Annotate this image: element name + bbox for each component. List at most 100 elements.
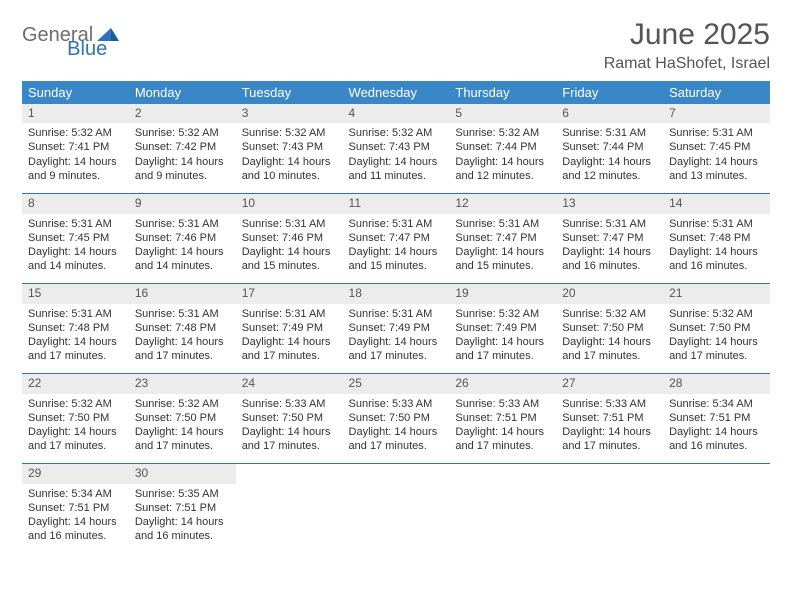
daylight-text: Daylight: 14 hours and 16 minutes. <box>669 425 764 454</box>
day-number: 12 <box>449 194 556 214</box>
day-number: 1 <box>22 104 129 124</box>
daylight-text: Daylight: 14 hours and 17 minutes. <box>242 425 337 454</box>
day-number: 2 <box>129 104 236 124</box>
day-number: 9 <box>129 194 236 214</box>
calendar-cell: 6Sunrise: 5:31 AMSunset: 7:44 PMDaylight… <box>556 104 663 194</box>
sunset-text: Sunset: 7:50 PM <box>28 411 123 425</box>
sunrise-text: Sunrise: 5:32 AM <box>455 126 550 140</box>
day-details: Sunrise: 5:33 AMSunset: 7:50 PMDaylight:… <box>343 394 450 460</box>
daylight-text: Daylight: 14 hours and 17 minutes. <box>28 425 123 454</box>
daylight-text: Daylight: 14 hours and 14 minutes. <box>28 245 123 274</box>
sunset-text: Sunset: 7:44 PM <box>455 140 550 154</box>
daylight-text: Daylight: 14 hours and 17 minutes. <box>242 335 337 364</box>
sunrise-text: Sunrise: 5:33 AM <box>455 397 550 411</box>
calendar-cell: 5Sunrise: 5:32 AMSunset: 7:44 PMDaylight… <box>449 104 556 194</box>
day-number: 26 <box>449 374 556 394</box>
daylight-text: Daylight: 14 hours and 15 minutes. <box>455 245 550 274</box>
daylight-text: Daylight: 14 hours and 15 minutes. <box>349 245 444 274</box>
sunset-text: Sunset: 7:48 PM <box>28 321 123 335</box>
day-details: Sunrise: 5:31 AMSunset: 7:47 PMDaylight:… <box>556 214 663 280</box>
sunrise-text: Sunrise: 5:32 AM <box>242 126 337 140</box>
day-number: 4 <box>343 104 450 124</box>
day-details: Sunrise: 5:33 AMSunset: 7:51 PMDaylight:… <box>449 394 556 460</box>
location-label: Ramat HaShofet, Israel <box>604 55 770 73</box>
calendar-cell: 30Sunrise: 5:35 AMSunset: 7:51 PMDayligh… <box>129 464 236 554</box>
title-block: June 2025 Ramat HaShofet, Israel <box>604 18 770 73</box>
sunset-text: Sunset: 7:42 PM <box>135 140 230 154</box>
daylight-text: Daylight: 14 hours and 17 minutes. <box>349 425 444 454</box>
calendar-cell: 14Sunrise: 5:31 AMSunset: 7:48 PMDayligh… <box>663 194 770 284</box>
day-number: 18 <box>343 284 450 304</box>
calendar-cell: 18Sunrise: 5:31 AMSunset: 7:49 PMDayligh… <box>343 284 450 374</box>
day-number: 5 <box>449 104 556 124</box>
daylight-text: Daylight: 14 hours and 15 minutes. <box>242 245 337 274</box>
daylight-text: Daylight: 14 hours and 16 minutes. <box>562 245 657 274</box>
daylight-text: Daylight: 14 hours and 17 minutes. <box>562 335 657 364</box>
day-details: Sunrise: 5:32 AMSunset: 7:44 PMDaylight:… <box>449 123 556 189</box>
calendar-cell: 29Sunrise: 5:34 AMSunset: 7:51 PMDayligh… <box>22 464 129 554</box>
day-details: Sunrise: 5:33 AMSunset: 7:50 PMDaylight:… <box>236 394 343 460</box>
page-header: General Blue June 2025 Ramat HaShofet, I… <box>22 18 770 73</box>
sunset-text: Sunset: 7:47 PM <box>562 231 657 245</box>
weekday-header: Wednesday <box>343 81 450 104</box>
sunset-text: Sunset: 7:51 PM <box>669 411 764 425</box>
day-details: Sunrise: 5:31 AMSunset: 7:46 PMDaylight:… <box>236 214 343 280</box>
day-number: 29 <box>22 464 129 484</box>
calendar-cell: 8Sunrise: 5:31 AMSunset: 7:45 PMDaylight… <box>22 194 129 284</box>
day-number: 23 <box>129 374 236 394</box>
day-details: Sunrise: 5:33 AMSunset: 7:51 PMDaylight:… <box>556 394 663 460</box>
sunrise-text: Sunrise: 5:34 AM <box>28 487 123 501</box>
calendar-cell: 27Sunrise: 5:33 AMSunset: 7:51 PMDayligh… <box>556 374 663 464</box>
day-details: Sunrise: 5:35 AMSunset: 7:51 PMDaylight:… <box>129 484 236 550</box>
sunset-text: Sunset: 7:44 PM <box>562 140 657 154</box>
day-number: 27 <box>556 374 663 394</box>
sunset-text: Sunset: 7:45 PM <box>669 140 764 154</box>
day-details: Sunrise: 5:34 AMSunset: 7:51 PMDaylight:… <box>22 484 129 550</box>
calendar-cell: 3Sunrise: 5:32 AMSunset: 7:43 PMDaylight… <box>236 104 343 194</box>
day-details: Sunrise: 5:32 AMSunset: 7:43 PMDaylight:… <box>236 123 343 189</box>
sunset-text: Sunset: 7:49 PM <box>349 321 444 335</box>
calendar-cell: 15Sunrise: 5:31 AMSunset: 7:48 PMDayligh… <box>22 284 129 374</box>
sunrise-text: Sunrise: 5:33 AM <box>242 397 337 411</box>
calendar-head: Sunday Monday Tuesday Wednesday Thursday… <box>22 81 770 104</box>
sunrise-text: Sunrise: 5:32 AM <box>28 397 123 411</box>
sunset-text: Sunset: 7:48 PM <box>135 321 230 335</box>
sunrise-text: Sunrise: 5:31 AM <box>135 217 230 231</box>
daylight-text: Daylight: 14 hours and 9 minutes. <box>28 155 123 184</box>
daylight-text: Daylight: 14 hours and 17 minutes. <box>562 425 657 454</box>
daylight-text: Daylight: 14 hours and 17 minutes. <box>28 335 123 364</box>
sunset-text: Sunset: 7:51 PM <box>135 501 230 515</box>
sunrise-text: Sunrise: 5:32 AM <box>28 126 123 140</box>
calendar-page: General Blue June 2025 Ramat HaShofet, I… <box>0 0 792 572</box>
daylight-text: Daylight: 14 hours and 16 minutes. <box>669 245 764 274</box>
sunrise-text: Sunrise: 5:31 AM <box>349 217 444 231</box>
sunrise-text: Sunrise: 5:33 AM <box>349 397 444 411</box>
day-details: Sunrise: 5:31 AMSunset: 7:49 PMDaylight:… <box>236 304 343 370</box>
calendar-cell: 23Sunrise: 5:32 AMSunset: 7:50 PMDayligh… <box>129 374 236 464</box>
sunrise-text: Sunrise: 5:31 AM <box>349 307 444 321</box>
daylight-text: Daylight: 14 hours and 17 minutes. <box>455 335 550 364</box>
calendar-cell: 26Sunrise: 5:33 AMSunset: 7:51 PMDayligh… <box>449 374 556 464</box>
calendar-cell: 1Sunrise: 5:32 AMSunset: 7:41 PMDaylight… <box>22 104 129 194</box>
daylight-text: Daylight: 14 hours and 14 minutes. <box>135 245 230 274</box>
sunset-text: Sunset: 7:48 PM <box>669 231 764 245</box>
day-number: 7 <box>663 104 770 124</box>
daylight-text: Daylight: 14 hours and 17 minutes. <box>669 335 764 364</box>
daylight-text: Daylight: 14 hours and 16 minutes. <box>28 515 123 544</box>
calendar-cell <box>556 464 663 554</box>
day-details: Sunrise: 5:31 AMSunset: 7:45 PMDaylight:… <box>663 123 770 189</box>
sunrise-text: Sunrise: 5:34 AM <box>669 397 764 411</box>
day-details: Sunrise: 5:32 AMSunset: 7:42 PMDaylight:… <box>129 123 236 189</box>
sunset-text: Sunset: 7:51 PM <box>455 411 550 425</box>
sunset-text: Sunset: 7:51 PM <box>28 501 123 515</box>
sunrise-text: Sunrise: 5:31 AM <box>242 307 337 321</box>
weekday-header: Saturday <box>663 81 770 104</box>
sunrise-text: Sunrise: 5:32 AM <box>562 307 657 321</box>
sunset-text: Sunset: 7:46 PM <box>135 231 230 245</box>
calendar-cell: 16Sunrise: 5:31 AMSunset: 7:48 PMDayligh… <box>129 284 236 374</box>
day-number: 16 <box>129 284 236 304</box>
daylight-text: Daylight: 14 hours and 17 minutes. <box>135 335 230 364</box>
day-details: Sunrise: 5:31 AMSunset: 7:44 PMDaylight:… <box>556 123 663 189</box>
sunset-text: Sunset: 7:50 PM <box>349 411 444 425</box>
day-number: 10 <box>236 194 343 214</box>
